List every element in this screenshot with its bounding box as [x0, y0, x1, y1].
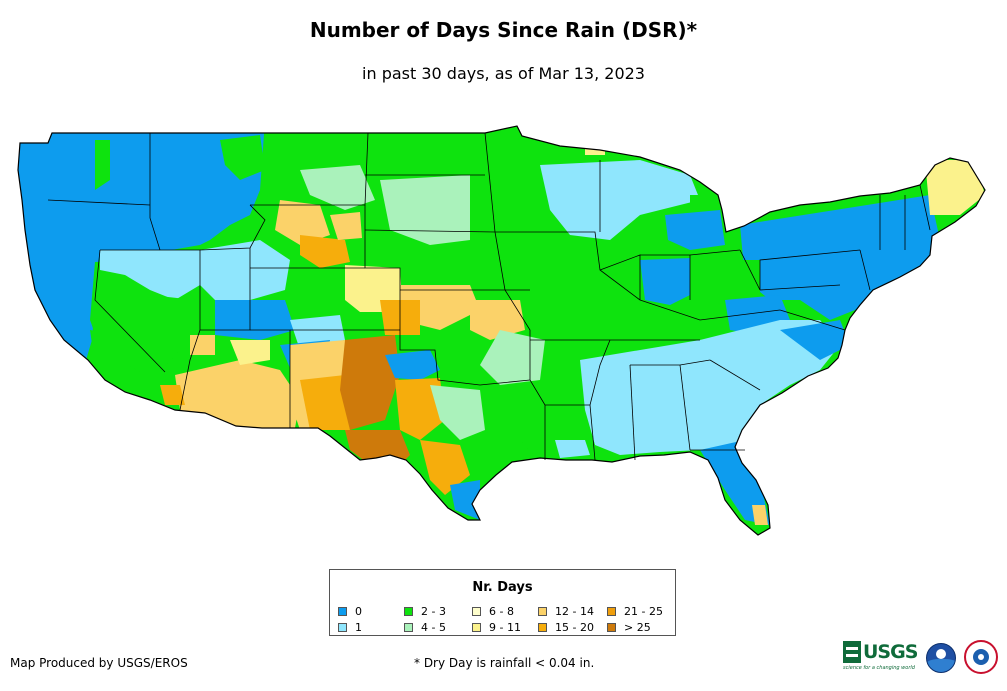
legend-swatch-8: [607, 607, 616, 616]
noaa-logo-icon: [926, 643, 956, 673]
legend-item: 21 - 25: [607, 605, 663, 618]
legend-swatch-2: [404, 607, 413, 616]
us-dsr-map: [17, 125, 986, 536]
legend-swatch-1: [338, 623, 347, 632]
usgs-logo: USGS: [843, 641, 918, 663]
legend-swatch-0: [338, 607, 347, 616]
nws-logo-icon: [964, 640, 998, 674]
legend-title: Nr. Days: [472, 580, 533, 595]
legend-item: 0: [338, 605, 362, 618]
legend-item: 1: [338, 621, 362, 634]
map-title: Number of Days Since Rain (DSR)*: [309, 18, 698, 42]
legend-swatch-3: [404, 623, 413, 632]
usgs-tagline: science for a changing world: [843, 665, 915, 671]
legend-swatch-9: [607, 623, 616, 632]
legend-swatch-5: [472, 623, 481, 632]
state-borders: [17, 125, 986, 536]
credit-text: Map Produced by USGS/EROS: [10, 656, 188, 670]
legend: Nr. Days 0 1 2 - 3 4 - 5 6 - 8 9 - 11 12…: [329, 569, 676, 636]
legend-swatch-7: [538, 623, 547, 632]
legend-item: > 25: [607, 621, 651, 634]
footnote-text: * Dry Day is rainfall < 0.04 in.: [414, 656, 595, 670]
dsr-raster: [18, 126, 985, 535]
legend-item: 4 - 5: [404, 621, 446, 634]
legend-item: 9 - 11: [472, 621, 521, 634]
legend-swatch-4: [472, 607, 481, 616]
legend-item: 15 - 20: [538, 621, 594, 634]
map-subtitle: in past 30 days, as of Mar 13, 2023: [362, 64, 645, 83]
legend-swatch-6: [538, 607, 547, 616]
legend-item: 6 - 8: [472, 605, 514, 618]
legend-item: 2 - 3: [404, 605, 446, 618]
usgs-mark-icon: [843, 641, 861, 663]
legend-item: 12 - 14: [538, 605, 594, 618]
